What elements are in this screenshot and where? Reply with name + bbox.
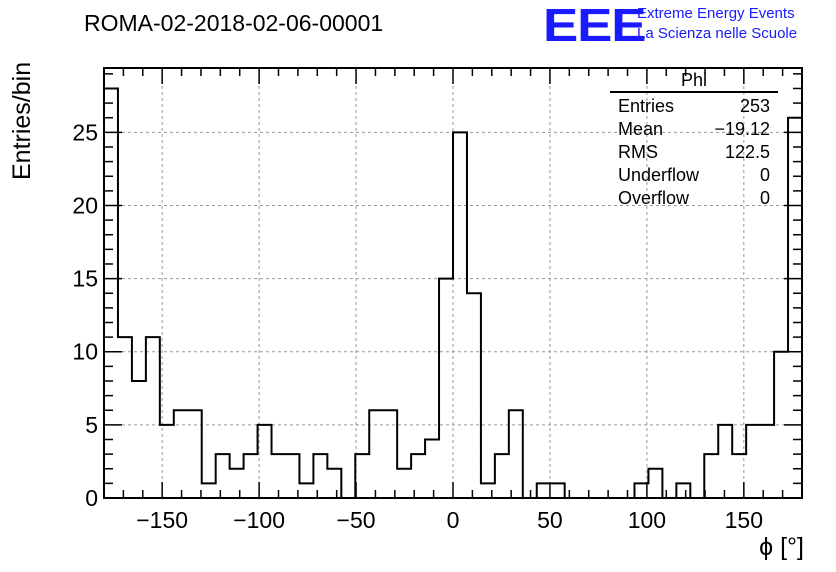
x-tick-label: −150: [136, 507, 188, 533]
histogram-bin: [230, 469, 244, 498]
histogram-bin: [439, 279, 453, 498]
histogram-bin: [202, 483, 216, 498]
stat-row-entries: Entries 253: [610, 95, 778, 118]
chart-title: ROMA-02-2018-02-06-00001: [84, 10, 384, 36]
stat-row-mean: Mean −19.12: [610, 118, 778, 141]
stat-row-rms: RMS 122.5: [610, 141, 778, 164]
stat-label: RMS: [618, 142, 658, 162]
stat-value: −19.12: [714, 119, 770, 139]
x-axis-label: ϕ [°]: [759, 533, 804, 561]
histogram-bin: [369, 410, 383, 498]
x-tick-label: 100: [628, 507, 666, 533]
histogram-bin: [718, 425, 732, 498]
y-tick-label: 20: [72, 192, 98, 218]
x-tick-label: 50: [537, 507, 563, 533]
histogram-bin: [244, 454, 258, 498]
histogram-bin: [704, 454, 718, 498]
stats-title: Phi: [610, 70, 778, 93]
histogram-bin: [146, 337, 160, 498]
histogram-bin: [467, 293, 481, 498]
x-tick-label: −100: [233, 507, 285, 533]
stat-row-overflow: Overflow 0: [610, 187, 778, 210]
x-tick-labels: −150 −100 −50 0 50 100 150: [136, 507, 763, 533]
histogram-bin: [216, 454, 230, 498]
histogram-bin: [648, 469, 662, 498]
y-tick-label: 0: [85, 485, 98, 511]
stat-value: 0: [759, 188, 770, 208]
histogram-bin: [481, 483, 495, 498]
histogram-bin: [425, 439, 439, 498]
histogram-bin: [537, 483, 551, 498]
histogram-bin: [383, 410, 397, 498]
histogram-bin: [118, 337, 132, 498]
histogram-bin: [355, 454, 369, 498]
stat-value: 0: [759, 165, 770, 185]
histogram-bin: [397, 469, 411, 498]
stat-label: Mean: [618, 119, 664, 139]
histogram-bin: [188, 410, 202, 498]
histogram-outline: [103, 87, 803, 499]
x-tick-label: −50: [337, 507, 376, 533]
axis-ticks: [103, 68, 803, 499]
histogram-bin: [495, 454, 509, 498]
y-tick-label: 15: [72, 266, 98, 292]
eee-logo: EEE: [543, 0, 647, 51]
stat-value: 122.5: [724, 142, 770, 162]
stat-row-underflow: Underflow 0: [610, 164, 778, 187]
x-tick-label: 0: [447, 507, 460, 533]
y-tick-label: 25: [72, 119, 98, 145]
y-tick-label: 5: [85, 412, 98, 438]
histogram-bin: [411, 454, 425, 498]
y-axis-label: Entries/bin: [8, 61, 36, 180]
stats-box: Phi Entries 253 Mean −19.12 RMS 122.5 Un…: [610, 70, 778, 210]
histogram-bin: [132, 381, 146, 498]
histogram-bin: [509, 410, 523, 498]
y-tick-labels: 0 5 10 15 20 25: [72, 119, 98, 511]
histogram-bin: [453, 132, 467, 498]
plot-frame: [103, 67, 803, 499]
histogram-bin: [760, 425, 774, 498]
histogram-bin: [313, 454, 327, 498]
stat-label: Entries: [618, 96, 675, 116]
histogram-bin: [299, 483, 313, 498]
histogram-bin: [676, 483, 690, 498]
stat-label: Underflow: [618, 165, 700, 185]
histogram-bin: [327, 469, 341, 498]
histogram-bin: [174, 410, 188, 498]
histogram-bars: [103, 87, 803, 499]
histogram-bin: [746, 425, 760, 498]
y-tick-label: 10: [72, 339, 98, 365]
stat-label: Overflow: [618, 188, 690, 208]
histogram-bin: [551, 483, 565, 498]
stat-value: 253: [739, 96, 770, 116]
logo-line-2: La Scienza nelle Scuole: [637, 25, 798, 42]
logo-line-1: Extreme Energy Events: [637, 5, 795, 22]
x-tick-label: 150: [725, 507, 763, 533]
